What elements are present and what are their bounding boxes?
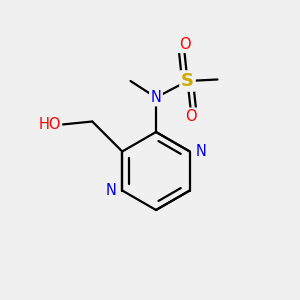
Text: N: N (195, 144, 206, 159)
Text: HO: HO (38, 117, 61, 132)
Text: O: O (185, 109, 196, 124)
Text: N: N (106, 183, 117, 198)
Text: N: N (151, 90, 161, 105)
Text: O: O (179, 37, 190, 52)
Text: S: S (181, 72, 194, 90)
